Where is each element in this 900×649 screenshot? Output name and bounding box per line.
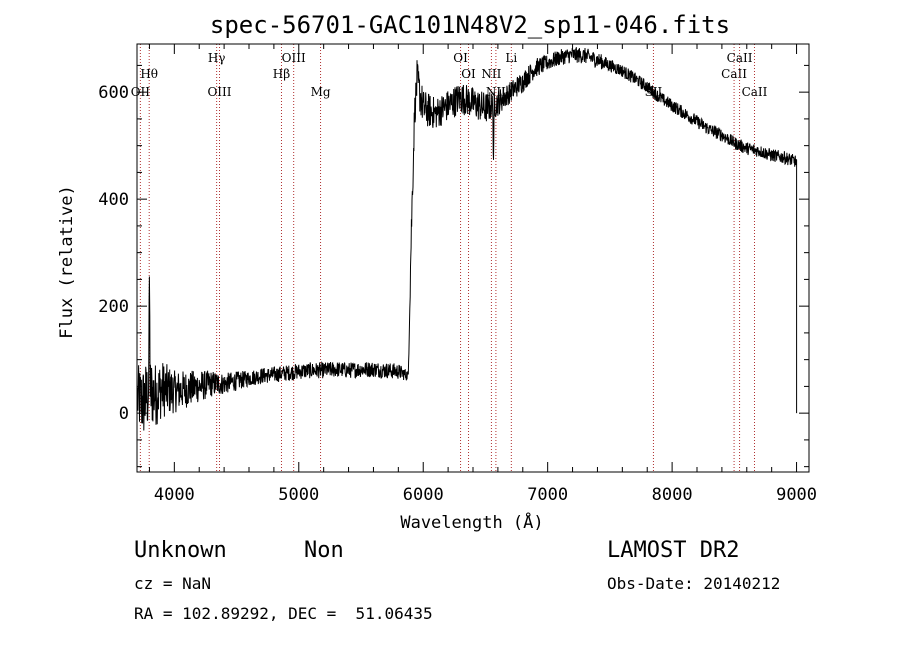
x-tick-label: 4000 [154, 485, 195, 505]
spectrum-series [137, 47, 798, 431]
line-marker-label: Hθ [140, 67, 158, 81]
line-marker-label: OIII [282, 51, 306, 65]
subclass-label: Non [304, 538, 344, 563]
line-marker-label: Hγ [208, 51, 226, 65]
line-marker-label: OI [461, 67, 476, 81]
x-axis-ticks: 4000 5000 6000 7000 8000 9000 [148, 44, 817, 505]
class-label: Unknown [134, 538, 227, 563]
x-tick-label: 5000 [278, 485, 319, 505]
y-tick-label: 0 [119, 404, 129, 424]
line-marker-label: CaII [721, 67, 747, 81]
chart-title: spec-56701-GAC101N48V2_sp11-046.fits [210, 11, 730, 39]
y-axis-label: Flux (relative) [57, 185, 77, 339]
x-tick-label: 8000 [652, 485, 693, 505]
line-marker-label: Mg [311, 85, 331, 99]
x-tick-label: 6000 [403, 485, 444, 505]
line-marker-label: CaII [742, 85, 768, 99]
redshift-text: cz = NaN [134, 574, 212, 593]
spectrum-chart: spec-56701-GAC101N48V2_sp11-046.fits OII… [57, 11, 817, 533]
spectrum-line [137, 47, 798, 431]
x-axis-label: Wavelength (Å) [400, 511, 543, 533]
line-marker-label: OIII [207, 85, 231, 99]
y-axis-ticks: 0 200 400 600 [98, 64, 809, 468]
line-marker-label: Li [505, 51, 517, 65]
y-tick-label: 200 [98, 297, 129, 317]
x-tick-label: 9000 [776, 485, 817, 505]
line-marker-label: Hβ [273, 67, 290, 81]
survey-label: LAMOST DR2 [607, 538, 740, 563]
y-tick-label: 400 [98, 190, 129, 210]
obs-date-text: Obs-Date: 20140212 [607, 574, 781, 593]
line-marker-label: CaII [727, 51, 753, 65]
coordinates-text: RA = 102.89292, DEC = 51.06435 [134, 604, 433, 623]
line-marker-label: OI [453, 51, 468, 65]
line-marker-label: NII [481, 67, 501, 81]
y-tick-label: 600 [98, 83, 129, 103]
x-tick-label: 7000 [527, 485, 568, 505]
